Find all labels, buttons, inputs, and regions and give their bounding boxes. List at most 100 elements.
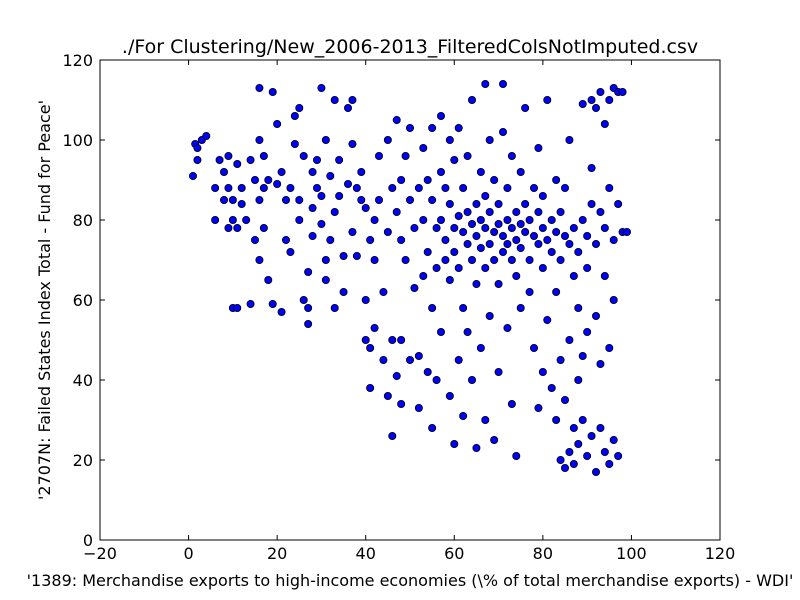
- data-point: [255, 195, 264, 204]
- data-point: [410, 223, 419, 232]
- data-point: [454, 124, 463, 133]
- y-tick-label: 100: [62, 131, 93, 150]
- data-point: [361, 295, 370, 304]
- data-point: [454, 263, 463, 272]
- data-point: [445, 199, 454, 208]
- data-point: [574, 247, 583, 256]
- data-point: [556, 207, 565, 216]
- data-point: [264, 275, 273, 284]
- data-point: [237, 183, 246, 192]
- x-tick-label: 80: [533, 544, 553, 563]
- data-point: [587, 199, 596, 208]
- data-point: [233, 159, 242, 168]
- data-point: [299, 295, 308, 304]
- data-point: [538, 191, 547, 200]
- data-point: [405, 124, 414, 133]
- data-point: [308, 167, 317, 176]
- data-point: [534, 403, 543, 412]
- data-point: [525, 215, 534, 224]
- data-point: [383, 391, 392, 400]
- data-point: [556, 255, 565, 264]
- data-point: [268, 88, 277, 97]
- data-point: [450, 155, 459, 164]
- data-point: [228, 215, 237, 224]
- data-point: [343, 104, 352, 113]
- data-point: [609, 295, 618, 304]
- data-point: [330, 207, 339, 216]
- data-point: [485, 239, 494, 248]
- y-tick-label: 80: [73, 211, 93, 230]
- data-point: [587, 96, 596, 105]
- data-point: [578, 215, 587, 224]
- data-point: [569, 223, 578, 232]
- data-point: [388, 431, 397, 440]
- data-point: [397, 335, 406, 344]
- data-point: [565, 135, 574, 144]
- data-point: [583, 451, 592, 460]
- data-point: [193, 155, 202, 164]
- data-point: [428, 423, 437, 432]
- data-point: [472, 443, 481, 452]
- data-point: [233, 223, 242, 232]
- data-point: [286, 183, 295, 192]
- data-point: [605, 96, 614, 105]
- data-point: [543, 235, 552, 244]
- data-point: [388, 183, 397, 192]
- data-point: [419, 271, 428, 280]
- data-point: [290, 139, 299, 148]
- data-point: [357, 195, 366, 204]
- data-point: [436, 215, 445, 224]
- data-point: [494, 367, 503, 376]
- data-point: [259, 151, 268, 160]
- data-point: [219, 195, 228, 204]
- data-point: [326, 235, 335, 244]
- data-point: [370, 255, 379, 264]
- data-point: [193, 143, 202, 152]
- y-tick-label: 20: [73, 451, 93, 470]
- data-point: [343, 179, 352, 188]
- data-point: [516, 167, 525, 176]
- data-point: [574, 375, 583, 384]
- data-point: [596, 423, 605, 432]
- data-point: [317, 84, 326, 93]
- data-point: [428, 195, 437, 204]
- data-point: [264, 175, 273, 184]
- data-point: [268, 299, 277, 308]
- data-point: [463, 151, 472, 160]
- y-axis-ticks: 0 20 40 60 80 100 120: [62, 51, 720, 550]
- chart-title: ./For Clustering/New_2006-2013_FilteredC…: [122, 36, 698, 58]
- data-point: [450, 247, 459, 256]
- data-point: [552, 415, 561, 424]
- data-point: [308, 203, 317, 212]
- data-point: [521, 104, 530, 113]
- data-point: [392, 116, 401, 125]
- data-point: [583, 231, 592, 240]
- data-point: [561, 183, 570, 192]
- x-axis-ticks: −20 0 20 40 60 80 100 120: [83, 60, 735, 563]
- data-point: [587, 163, 596, 172]
- data-point: [587, 431, 596, 440]
- data-point: [534, 143, 543, 152]
- data-point: [348, 96, 357, 105]
- data-point: [432, 223, 441, 232]
- data-point: [512, 207, 521, 216]
- data-point: [609, 435, 618, 444]
- data-point: [250, 175, 259, 184]
- data-point: [450, 439, 459, 448]
- data-point: [592, 311, 601, 320]
- data-point: [441, 255, 450, 264]
- data-point: [215, 155, 224, 164]
- data-point: [552, 227, 561, 236]
- data-point: [202, 131, 211, 140]
- data-point: [304, 319, 313, 328]
- data-point: [596, 207, 605, 216]
- data-point: [583, 327, 592, 336]
- data-point: [383, 135, 392, 144]
- data-point: [600, 271, 609, 280]
- data-point: [357, 167, 366, 176]
- data-point: [308, 231, 317, 240]
- data-point: [476, 167, 485, 176]
- data-point: [339, 287, 348, 296]
- data-point: [592, 239, 601, 248]
